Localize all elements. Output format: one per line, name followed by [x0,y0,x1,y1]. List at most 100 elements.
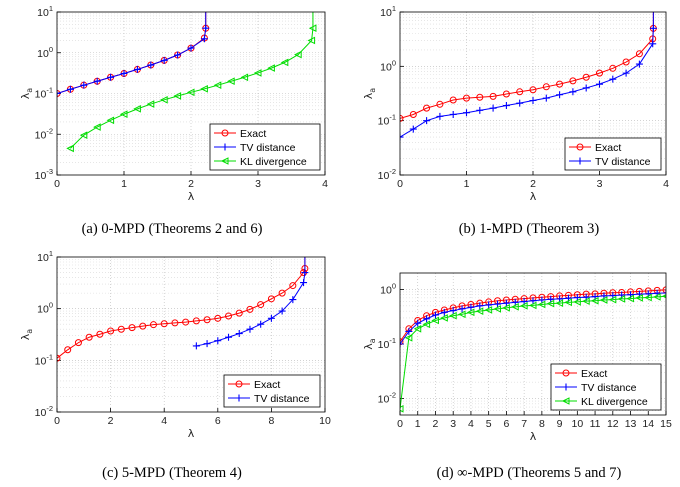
data-point-circle [569,77,577,85]
data-point-plus [301,269,309,277]
data-point-circle [160,320,168,328]
x-tick-label: 1 [415,418,421,430]
data-point-circle [107,327,115,335]
data-point-triangle [93,123,101,131]
series-line-2 [400,295,666,409]
data-point-circle [257,301,265,309]
data-point-plus [214,337,222,345]
data-point-triangle [227,77,235,86]
legend: Exact TV distance KL divergence [550,363,662,411]
legend-label: TV distance [254,393,310,405]
series-line-1 [196,257,306,347]
data-point-plus [649,40,657,48]
x-tick-label: 9 [557,418,563,430]
x-tick-label: 0 [54,178,60,190]
data-point-triangle [413,324,422,333]
series-group [57,257,309,362]
data-point-triangle [267,64,275,72]
data-point-triangle [537,300,546,309]
data-point-plus [582,84,590,92]
data-point-triangle [106,116,115,125]
data-point-triangle [146,100,155,108]
caption-c: (c) 5-MPD (Theorem 4) [102,465,242,481]
data-point-circle [476,93,484,101]
data-point-triangle [173,92,182,100]
y-tick-label: 100 [37,45,53,60]
data-point-triangle [599,296,608,304]
data-point-triangle [546,299,555,308]
y-tick-label: 10-1 [35,86,53,101]
x-tick-label: 11 [590,418,601,430]
data-point-plus [174,51,182,59]
y-tick-label: 101 [380,4,396,19]
data-point-triangle [119,110,128,119]
data-point-plus [635,60,643,68]
data-point-circle [400,114,404,122]
data-point-plus [431,311,439,319]
data-point-triangle [617,295,626,303]
data-point-triangle [493,305,502,313]
x-tick-label: 4 [663,178,669,190]
data-point-plus [203,340,211,348]
data-point-plus [400,340,404,348]
data-point-plus [202,24,210,32]
data-point-circle [278,289,286,297]
data-point-plus [502,299,510,307]
data-point-plus [289,296,297,304]
y-axis-label: λa [19,88,34,100]
data-point-circle [171,319,179,327]
x-tick-label: 2 [433,418,439,430]
y-axis-label: λa [362,338,377,350]
data-point-plus [93,77,101,85]
data-point-circle [489,92,497,100]
data-point-plus [463,109,470,117]
legend-label: KL divergence [240,156,307,168]
data-point-plus [436,112,444,120]
data-point-plus [542,94,550,102]
x-tick-label: 3 [450,418,456,430]
series-line-1 [400,12,654,138]
x-tick-label: 2 [530,178,536,190]
data-point-circle [214,314,222,322]
data-point-triangle [466,308,475,317]
data-point-plus [476,106,484,114]
data-point-triangle [582,297,590,305]
legend-marker-circle [576,143,584,151]
data-point-triangle [608,295,617,304]
x-tick-label: 15 [660,418,672,430]
data-point-plus [257,320,265,328]
legend-marker-plus [562,383,570,391]
data-point-circle [463,94,470,102]
chart-panel-2: 10-2 10-1 100 101 0 2 4 6 8 10 λ λa Exact TV distance [19,249,331,440]
legend-box [223,374,321,408]
legend-label: Exact [595,142,621,154]
data-point-circle [246,305,254,313]
data-point-triangle [564,298,572,307]
data-point-plus [120,69,128,77]
legend: Exact TV distance [223,374,321,408]
data-point-circle [117,325,125,333]
legend-label: TV distance [581,382,637,394]
x-tick-label: 7 [521,418,527,430]
data-point-plus [400,133,404,141]
x-axis-label: λ [188,427,195,440]
data-point-triangle [253,69,262,77]
y-tick-label: 10-1 [378,113,396,128]
data-point-plus [409,125,417,133]
plot-frame [56,256,326,413]
data-point-circle [596,69,603,77]
plot-frame [399,11,667,176]
legend: Exact TV distance [564,137,662,171]
series-group [400,286,666,413]
data-point-triangle [79,131,88,139]
caption-b: (b) 1-MPD (Theorem 3) [458,221,600,237]
data-point-plus [662,289,666,297]
data-point-circle [149,321,157,329]
data-point-plus [300,279,308,287]
data-point-circle [74,339,82,347]
data-point-circle [85,333,93,341]
data-point-triangle [475,307,484,315]
data-point-circle [267,295,275,303]
data-point-triangle [307,36,316,45]
